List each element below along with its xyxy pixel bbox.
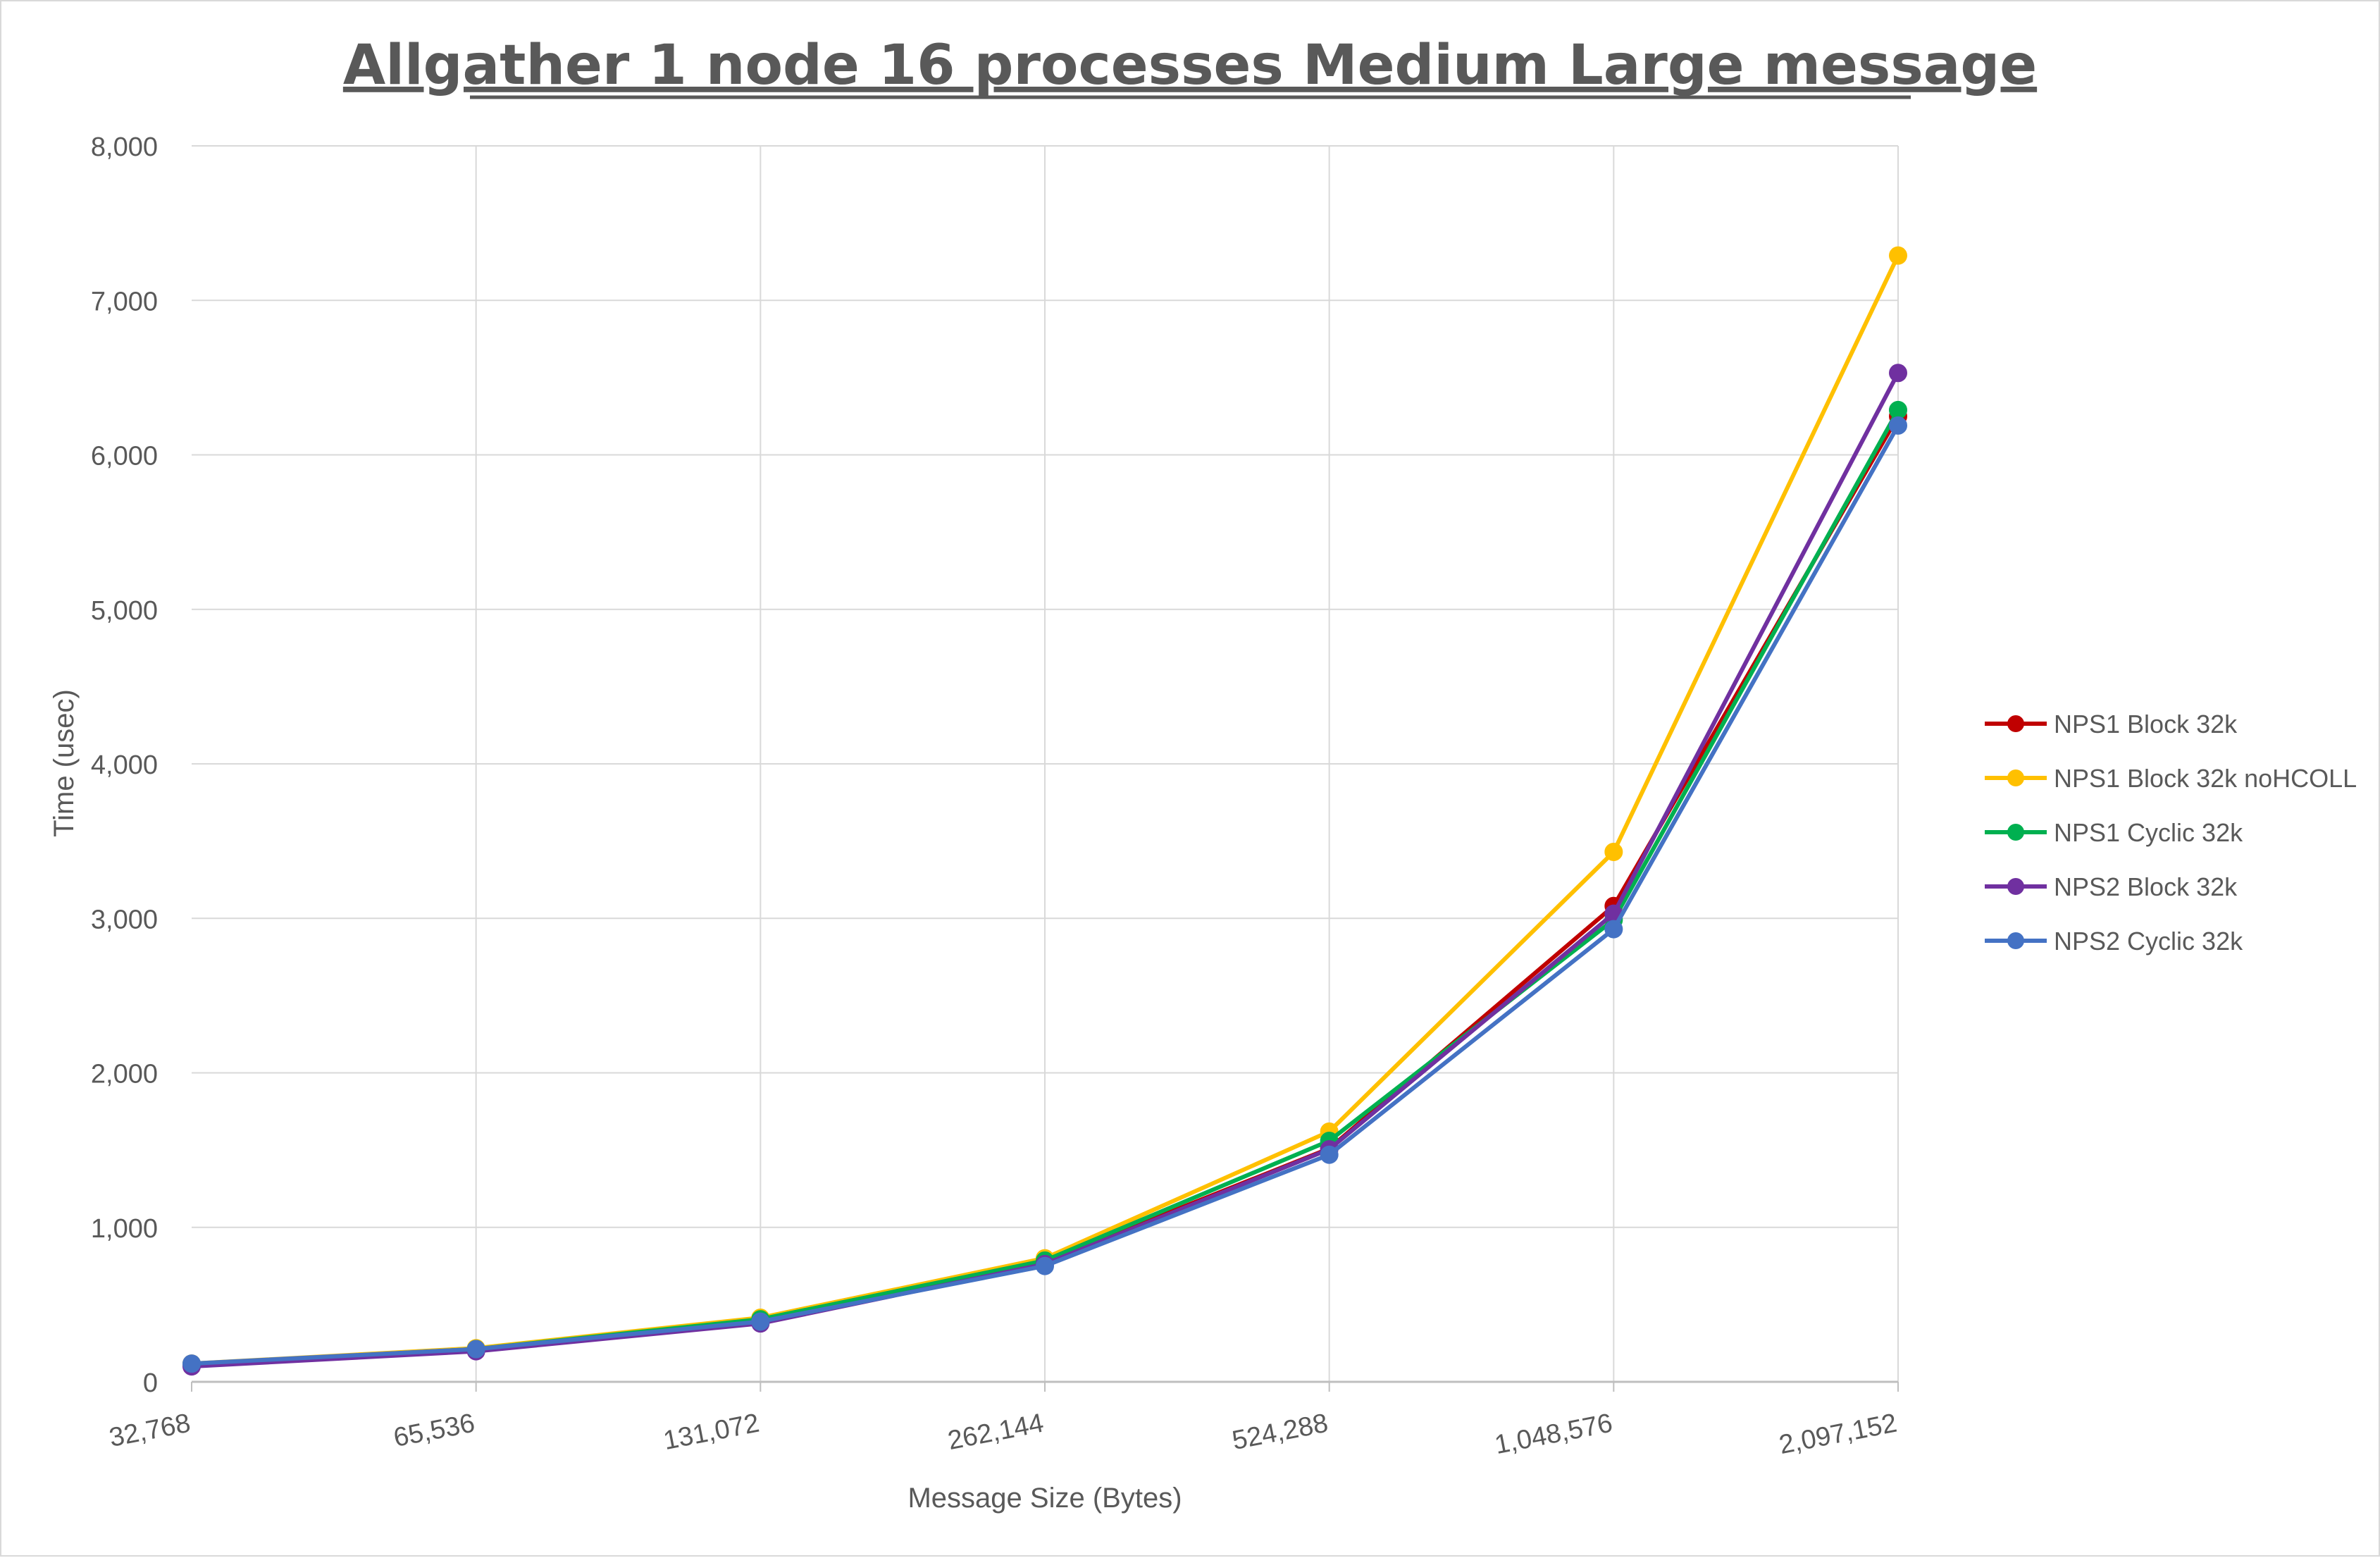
data-point (751, 1312, 770, 1331)
data-point (1889, 364, 1907, 383)
x-axis-title: Message Size (Bytes) (907, 1483, 1182, 1514)
y-tick-label: 2,000 (91, 1060, 158, 1089)
series-nps2-cyclic-32k (182, 416, 1907, 1373)
x-tick-label: 524,288 (1230, 1409, 1331, 1456)
legend-swatch-marker (2007, 878, 2024, 895)
data-point (1889, 416, 1907, 435)
y-axis-title: Time (usec) (49, 689, 80, 837)
gridlines (192, 145, 1899, 1382)
legend-label: NPS2 Cyclic 32k (2054, 927, 2243, 956)
chart-title: Allgather 1 node 16 processes Medium Lar… (343, 34, 2037, 97)
legend-label: NPS1 Block 32k (2054, 710, 2238, 738)
legend-swatch-marker (2007, 824, 2024, 841)
data-point (1889, 246, 1907, 265)
y-tick-label: 5,000 (91, 596, 158, 626)
y-tick-label: 1,000 (91, 1214, 158, 1244)
x-tick-label: 262,144 (946, 1409, 1046, 1456)
legend-label: NPS1 Block 32k noHCOLL (2054, 764, 2357, 793)
legend-label: NPS1 Cyclic 32k (2054, 818, 2243, 847)
y-tick-label: 0 (143, 1368, 158, 1398)
y-tick-label: 3,000 (91, 905, 158, 934)
data-point (1036, 1256, 1054, 1275)
data-point (466, 1340, 485, 1359)
data-point (1604, 842, 1623, 861)
data-point (1320, 1145, 1339, 1164)
series-lines (182, 246, 1907, 1376)
y-tick-label: 7,000 (91, 287, 158, 316)
legend-swatch-marker (2007, 715, 2024, 732)
legend: NPS1 Block 32k NPS1 Block 32k noHCOLL NPS1… (1985, 710, 2357, 956)
legend-swatch-marker (2007, 932, 2024, 949)
x-tick-label: 2,097,152 (1777, 1409, 1899, 1460)
y-tick-label: 8,000 (91, 132, 158, 162)
legend-entry: NPS2 Cyclic 32k (1985, 927, 2243, 956)
x-tick-label: 32,768 (107, 1409, 193, 1453)
legend-label: NPS2 Block 32k (2054, 872, 2238, 901)
y-tick-label: 4,000 (91, 750, 158, 780)
data-point (1889, 400, 1907, 419)
x-tick-label: 1,048,576 (1492, 1409, 1615, 1460)
legend-entry: NPS2 Block 32k (1985, 872, 2238, 901)
data-point (182, 1354, 201, 1373)
legend-entry: NPS1 Cyclic 32k (1985, 818, 2243, 847)
legend-entry: NPS1 Block 32k (1985, 710, 2238, 738)
x-tick-label: 131,072 (661, 1409, 762, 1456)
axes: 0 1,000 2,000 3,000 4,000 5,000 6,000 7,000 8,00… (91, 132, 1899, 1460)
x-tick-label: 65,536 (391, 1409, 477, 1453)
legend-entry: NPS1 Block 32k noHCOLL (1985, 764, 2357, 793)
y-tick-label: 6,000 (91, 442, 158, 471)
data-point (1604, 920, 1623, 939)
legend-swatch-marker (2007, 769, 2024, 786)
